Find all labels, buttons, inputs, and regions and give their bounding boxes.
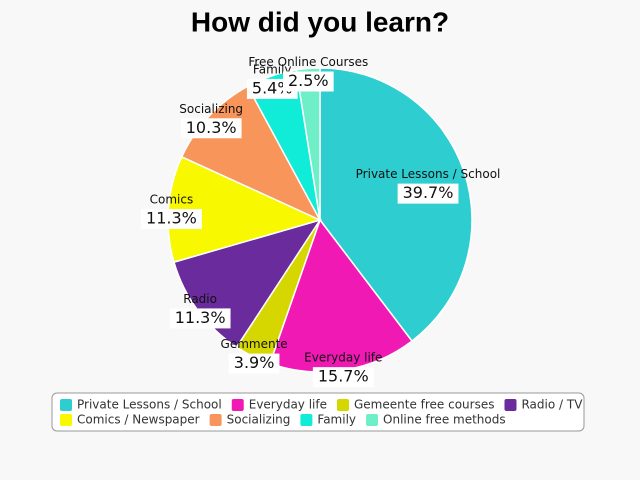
legend-swatch: [337, 399, 349, 411]
slice-label: Socializing: [179, 102, 243, 116]
label-background: [180, 118, 242, 139]
label-background: [397, 183, 459, 204]
legend-swatch: [209, 414, 222, 426]
pie-slice: [295, 67, 321, 221]
legend: [51, 392, 585, 432]
legend-swatch: [60, 414, 72, 426]
legend-label: Radio / TV: [521, 398, 583, 412]
slice-value: 11.3%: [175, 308, 226, 327]
slice-label: Radio: [183, 292, 217, 306]
slice-value: 3.9%: [234, 353, 275, 372]
legend-swatch: [300, 414, 313, 426]
chart-title: How did you learn?: [191, 6, 449, 37]
legend-label: Comics / Newspaper: [77, 413, 200, 427]
label-background: [169, 308, 231, 329]
slice-label: Free Online Courses: [248, 55, 368, 69]
legend-swatch: [60, 399, 72, 411]
legend-label: Family: [317, 413, 356, 427]
slice-value: 39.7%: [403, 183, 454, 202]
slice-label: Comics: [150, 193, 194, 207]
legend-label: Online free methods: [383, 413, 506, 427]
legend-label: Socializing: [227, 413, 291, 427]
slice-value: 5.4%: [252, 78, 293, 97]
legend-label: Private Lessons / School: [77, 398, 222, 412]
slice-label: Family: [253, 62, 292, 76]
label-background: [228, 353, 280, 374]
slice-value: 15.7%: [318, 367, 369, 386]
label-background: [141, 209, 202, 230]
slice-label: Private Lessons / School: [356, 167, 501, 181]
slice-value: 2.5%: [288, 71, 329, 90]
slice-value: 11.3%: [146, 209, 197, 228]
legend-swatch: [504, 399, 517, 411]
legend-swatch: [231, 399, 244, 411]
pie-slice: [319, 67, 473, 343]
label-background: [312, 367, 374, 388]
slice-label: Everyday life: [304, 351, 382, 365]
pie-slice: [167, 155, 323, 264]
legend-label: Everyday life: [249, 398, 327, 412]
legend-label: Gemeente free courses: [354, 398, 494, 412]
label-background: [282, 71, 334, 92]
legend-swatch: [366, 414, 379, 426]
slice-value: 10.3%: [186, 118, 237, 137]
slice-label: Gemmente: [221, 337, 288, 351]
